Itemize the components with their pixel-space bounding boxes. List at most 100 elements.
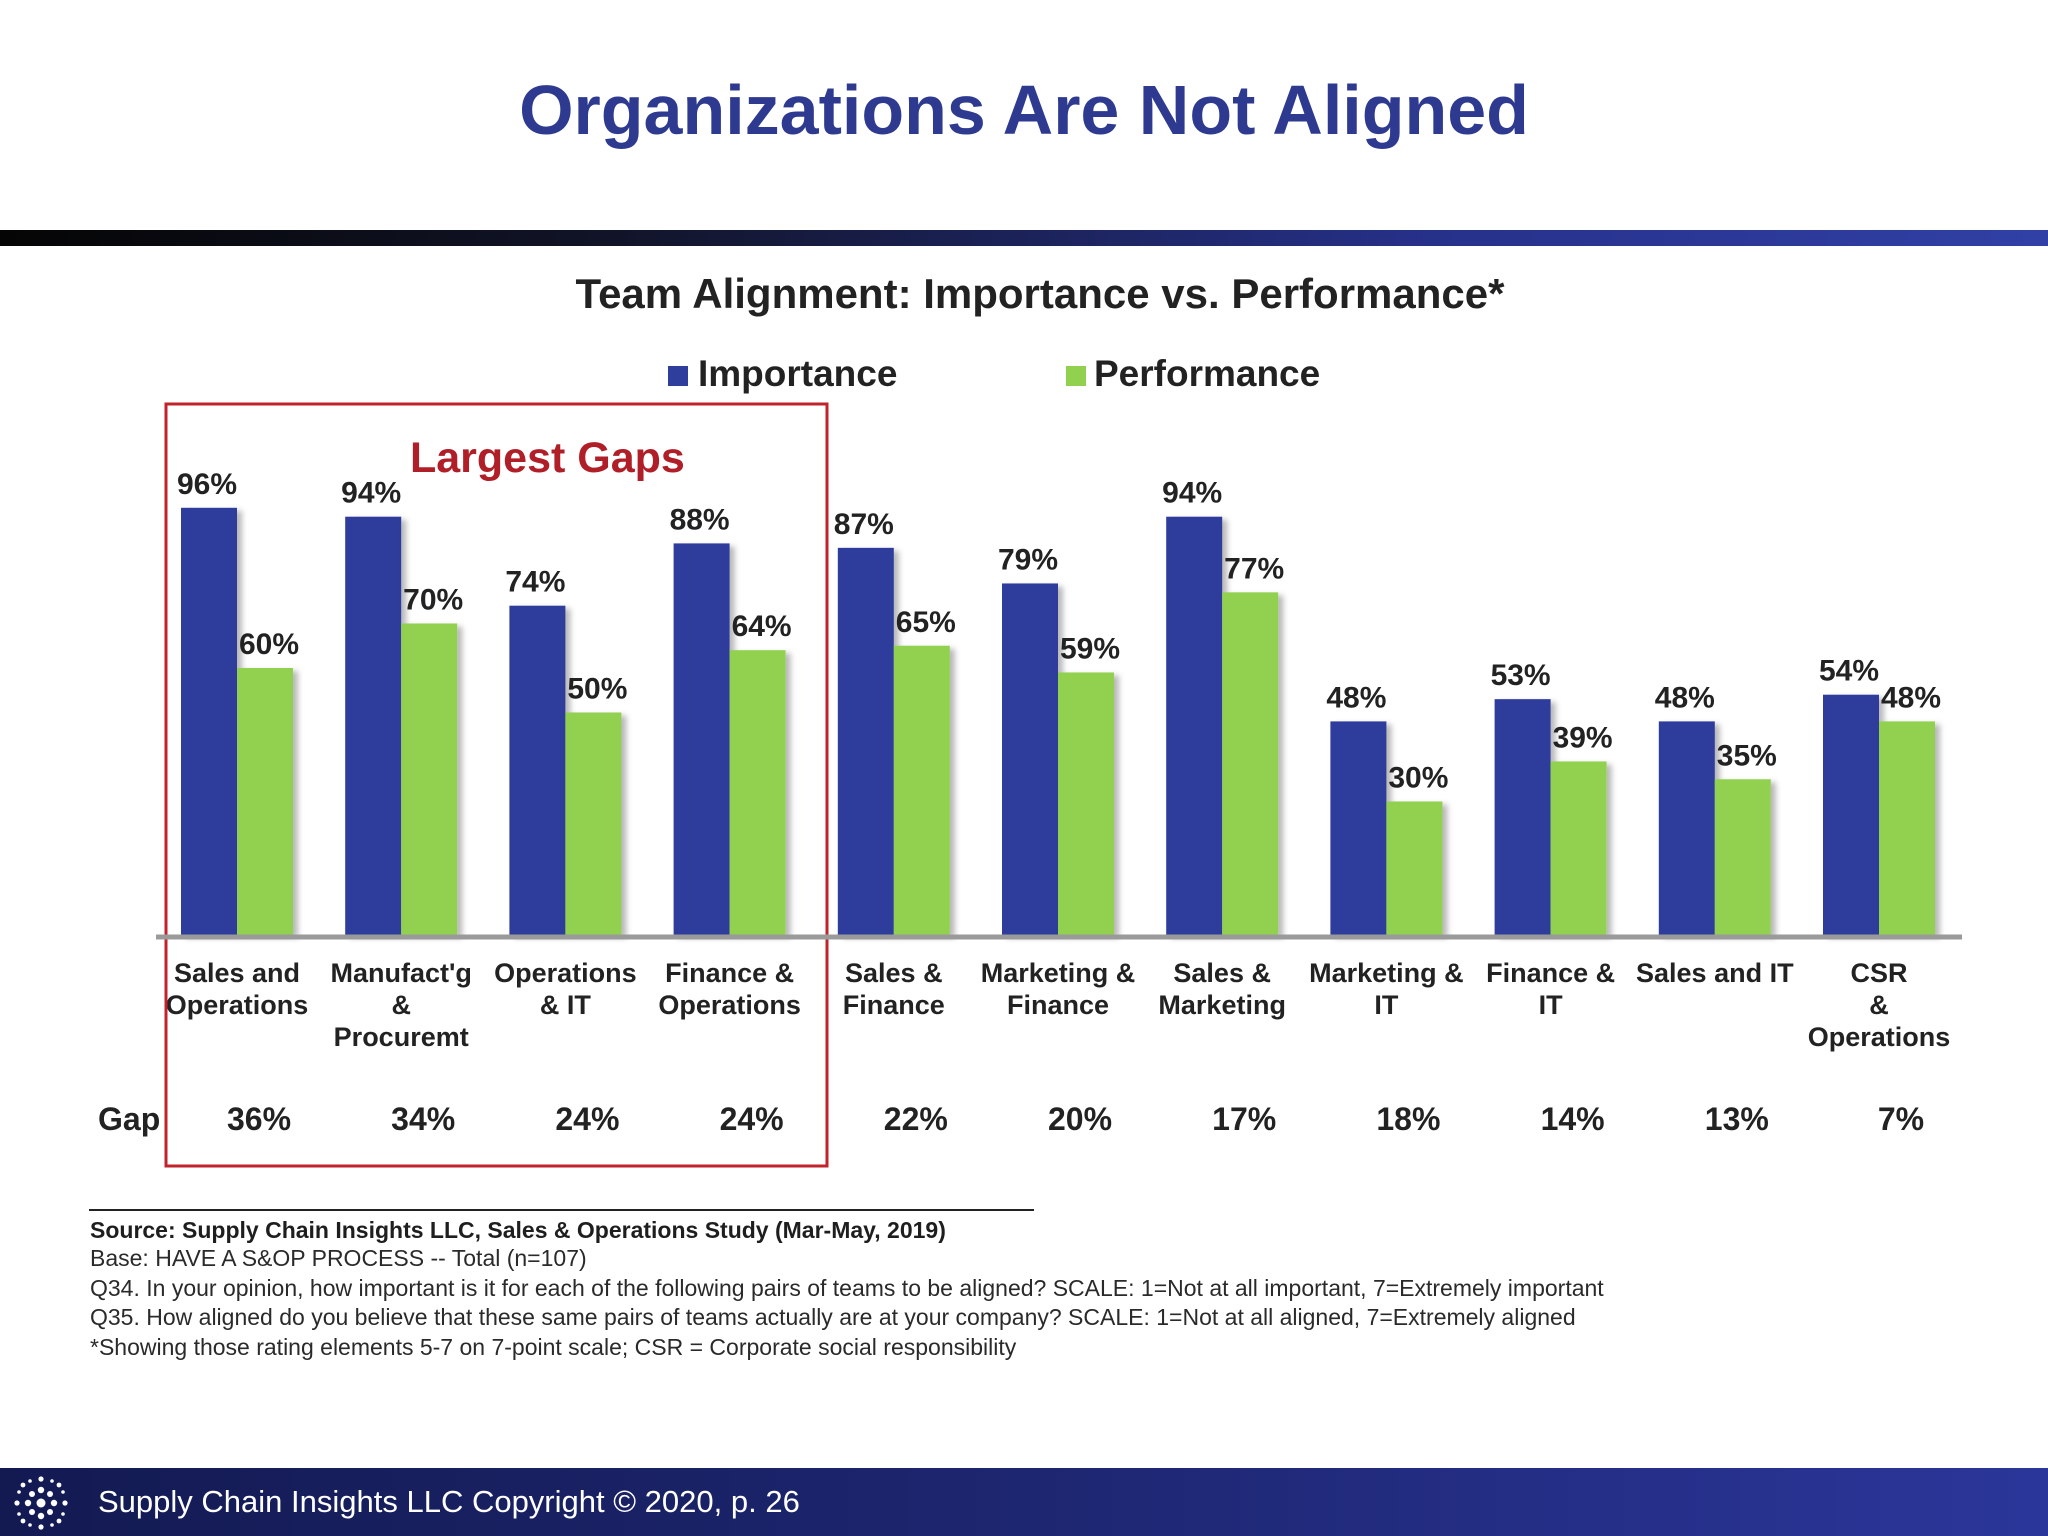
category-label-line: Sales and IT — [1636, 958, 1794, 988]
gap-value: 34% — [391, 1101, 455, 1137]
performance-value-label: 48% — [1881, 681, 1941, 714]
category-label-line: Sales and — [174, 958, 300, 988]
chart-title: Team Alignment: Importance vs. Performan… — [576, 270, 1506, 317]
performance-value-label: 59% — [1060, 632, 1120, 665]
slide-title: Organizations Are Not Aligned — [519, 71, 1529, 149]
category-label-line: Finance — [1007, 990, 1109, 1020]
largest-gaps-box — [164, 402, 829, 1168]
note-line: Q34. In your opinion, how important is i… — [90, 1275, 1604, 1301]
importance-bar — [345, 516, 402, 935]
importance-value-label: 48% — [1655, 681, 1715, 714]
importance-value-label: 88% — [670, 503, 730, 536]
importance-bar — [1658, 721, 1715, 935]
gap-value: 22% — [884, 1101, 948, 1137]
importance-value-label: 79% — [998, 543, 1058, 576]
category-label-line: Finance & — [665, 958, 794, 988]
gap-value: 24% — [720, 1101, 784, 1137]
gap-row-label: Gap — [98, 1101, 160, 1137]
category-label-line: IT — [1539, 990, 1564, 1020]
importance-bar — [1330, 721, 1387, 935]
category-label-line: & — [1869, 990, 1889, 1020]
importance-bar — [1494, 699, 1551, 935]
category-label-line: Manufact'g — [330, 958, 471, 988]
footer-copyright: Supply Chain Insights LLC Copyright © 20… — [98, 1484, 800, 1519]
source-line: Source: Supply Chain Insights LLC, Sales… — [90, 1217, 946, 1243]
category-label-line: Operations — [658, 990, 801, 1020]
performance-value-label: 77% — [1224, 552, 1284, 585]
category-label: Marketing & Finance — [981, 958, 1136, 1020]
performance-bar — [565, 712, 622, 935]
legend-performance-label: Performance — [1094, 353, 1320, 394]
footer-bar: Supply Chain Insights LLC Copyright © 20… — [0, 1468, 2048, 1536]
performance-bar — [893, 645, 950, 935]
performance-bar — [1386, 801, 1443, 935]
performance-value-label: 64% — [732, 610, 792, 643]
importance-bar — [181, 507, 237, 935]
category-label-line: Finance — [843, 990, 945, 1020]
note-line: Base: HAVE A S&OP PROCESS -- Total (n=10… — [90, 1245, 587, 1271]
category-label-line: Marketing — [1158, 990, 1286, 1020]
category-label: Manufact'g & Procuremt — [330, 958, 471, 1052]
importance-value-label: 54% — [1819, 655, 1879, 688]
importance-value-label: 96% — [177, 468, 237, 501]
performance-value-label: 60% — [239, 628, 299, 661]
category-label-line: Operations — [494, 958, 637, 988]
performance-bar — [401, 623, 458, 935]
category-label: Marketing & IT — [1309, 958, 1464, 1020]
title-divider — [0, 230, 2048, 246]
category-label-line: Procuremt — [334, 1022, 469, 1052]
category-label: Sales & Marketing — [1158, 958, 1286, 1020]
gap-value: 24% — [555, 1101, 619, 1137]
starburst-logo-icon — [14, 1476, 68, 1530]
importance-value-label: 87% — [834, 508, 894, 541]
note-line: Q35. How aligned do you believe that the… — [90, 1304, 1576, 1330]
category-label-line: Operations — [166, 990, 309, 1020]
importance-bar — [837, 547, 894, 935]
category-label-line: IT — [1374, 990, 1399, 1020]
performance-bar — [1550, 761, 1607, 935]
performance-bar — [1058, 672, 1114, 935]
gap-value: 17% — [1212, 1101, 1276, 1137]
importance-value-label: 94% — [1162, 477, 1222, 510]
performance-bar — [729, 650, 786, 935]
category-label-line: Marketing & — [981, 958, 1136, 988]
importance-value-label: 94% — [341, 477, 401, 510]
category-label-line: & IT — [540, 990, 592, 1020]
legend-performance-swatch — [1066, 366, 1086, 386]
gap-value: 7% — [1878, 1101, 1924, 1137]
legend-importance-label: Importance — [698, 353, 897, 394]
category-label: Sales & Finance — [843, 958, 945, 1020]
importance-value-label: 48% — [1326, 681, 1386, 714]
performance-value-label: 65% — [896, 606, 956, 639]
performance-value-label: 50% — [567, 673, 627, 706]
importance-bar — [509, 605, 566, 935]
gap-value: 36% — [227, 1101, 291, 1137]
gap-value: 18% — [1376, 1101, 1440, 1137]
performance-bar — [1222, 592, 1279, 935]
category-label: Sales and Operations — [166, 958, 309, 1020]
alignment-chart: Team Alignment: Importance vs. Performan… — [89, 270, 1962, 1360]
importance-value-label: 53% — [1491, 659, 1551, 692]
performance-bar — [237, 668, 293, 935]
importance-bar — [1823, 694, 1879, 935]
category-label-line: Finance & — [1486, 958, 1615, 988]
category-label-line: Sales & — [1173, 958, 1271, 988]
performance-value-label: 70% — [403, 584, 463, 617]
category-label-line: Sales & — [845, 958, 943, 988]
performance-bar — [1879, 721, 1935, 935]
gap-value: 13% — [1705, 1101, 1769, 1137]
category-label-line: CSR — [1850, 958, 1907, 988]
category-label: Finance & IT — [1486, 958, 1615, 1020]
gap-value: 14% — [1541, 1101, 1605, 1137]
category-label-line: Marketing & — [1309, 958, 1464, 988]
gap-value: 20% — [1048, 1101, 1112, 1137]
category-label: CSR & Operations — [1808, 958, 1951, 1052]
performance-bar — [1714, 779, 1771, 935]
performance-value-label: 39% — [1553, 721, 1613, 754]
importance-bar — [673, 543, 730, 935]
importance-bar — [1002, 583, 1058, 935]
category-label-line: Operations — [1808, 1022, 1951, 1052]
legend-importance-swatch — [668, 366, 688, 386]
largest-gaps-label: Largest Gaps — [410, 434, 685, 482]
performance-value-label: 30% — [1388, 762, 1448, 795]
